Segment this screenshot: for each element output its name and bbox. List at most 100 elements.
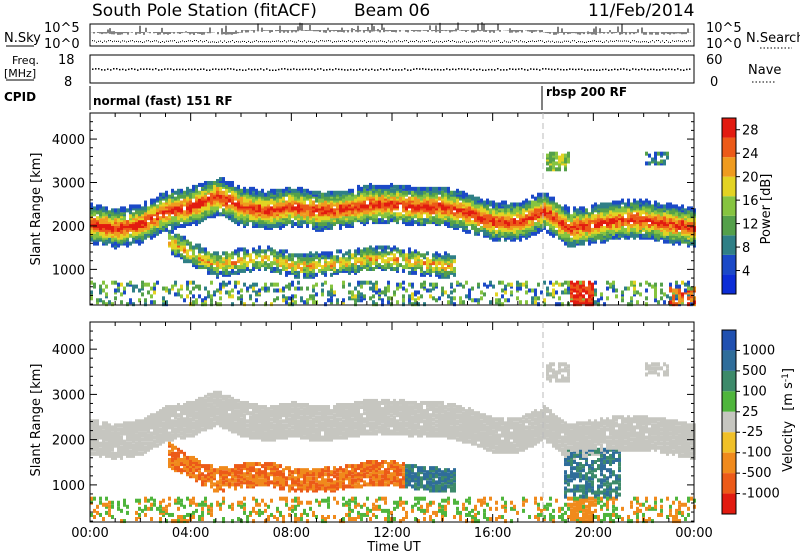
nsearch-mark <box>450 41 451 43</box>
freq-mark <box>443 69 445 71</box>
power-cell <box>312 253 315 258</box>
power-cell <box>114 208 117 213</box>
power-cell <box>252 192 255 197</box>
power-cell <box>444 290 447 295</box>
power-cell <box>576 218 579 223</box>
freq-mark <box>536 68 538 71</box>
power-cell <box>252 259 255 264</box>
nsearch-mark <box>678 40 679 42</box>
power-cell <box>459 296 462 301</box>
power-cell <box>372 300 375 305</box>
power-cell <box>501 200 504 205</box>
nsearch-mark <box>608 41 609 43</box>
power-cell <box>357 257 360 262</box>
power-cell <box>579 280 582 285</box>
power-cell <box>573 222 576 227</box>
power-cell <box>126 220 129 225</box>
power-cell <box>591 290 594 295</box>
power-cell <box>162 192 165 197</box>
power-cell <box>333 222 336 227</box>
nsearch-mark <box>632 40 633 42</box>
freq-mark <box>350 68 352 71</box>
power-cell <box>120 282 123 287</box>
power-cell <box>441 186 444 191</box>
power-cell <box>432 282 435 287</box>
freq-mark <box>311 68 313 70</box>
power-cell <box>378 204 381 209</box>
freq-mark <box>452 68 454 70</box>
power-cell <box>336 210 339 215</box>
freq-mark <box>470 69 472 71</box>
nsearch-tick-top: 10^5 <box>706 21 742 36</box>
power-cell <box>522 208 525 213</box>
power-cell <box>549 210 552 215</box>
freq-mark <box>434 68 436 71</box>
power-cell <box>273 257 276 262</box>
power-cell <box>429 288 432 293</box>
nsearch-mark <box>162 41 163 43</box>
freq-mark <box>284 68 286 70</box>
power-cell <box>255 204 258 209</box>
power-cell <box>555 167 558 172</box>
power-cell <box>492 210 495 215</box>
power-cell <box>303 253 306 258</box>
power-cell <box>621 206 624 211</box>
power-cell <box>195 222 198 227</box>
power-cell <box>534 225 537 230</box>
nsearch-mark <box>336 41 337 43</box>
power-cell <box>414 220 417 225</box>
freq-mark <box>401 69 403 71</box>
power-cell <box>147 282 150 287</box>
power-cell <box>378 184 381 189</box>
power-cell <box>348 249 351 254</box>
nsearch-mark <box>518 41 519 43</box>
power-cell <box>210 192 213 197</box>
nsearch-mark <box>194 40 195 42</box>
power-cell <box>324 200 327 205</box>
nsearch-mark <box>270 41 271 43</box>
power-cell <box>273 223 276 228</box>
power-cell <box>141 280 144 285</box>
freq-mark <box>680 69 682 71</box>
nsearch-mark <box>290 40 291 42</box>
power-cell <box>252 206 255 211</box>
power-cell <box>453 296 456 301</box>
nsearch-mark <box>148 40 149 42</box>
power-cell <box>90 202 93 207</box>
power-cell <box>252 266 255 271</box>
power-cell <box>222 280 225 285</box>
power-cell <box>366 190 369 195</box>
power-cell <box>276 222 279 227</box>
nsearch-mark <box>672 40 673 42</box>
power-cell <box>390 204 393 209</box>
power-cell <box>186 186 189 191</box>
power-cell <box>450 255 453 260</box>
nsearch-mark <box>100 40 101 42</box>
power-cell <box>234 192 237 197</box>
nsearch-mark <box>488 40 489 42</box>
power-cell <box>369 266 372 271</box>
power-cell <box>120 206 123 211</box>
power-cell <box>480 216 483 221</box>
power-cell <box>171 188 174 193</box>
nsearch-mark <box>666 40 667 42</box>
power-cell <box>255 214 258 219</box>
power-cell <box>567 223 570 228</box>
power-cell <box>315 204 318 209</box>
power-cell <box>348 290 351 295</box>
freq-mark <box>296 68 298 71</box>
nsearch-mark <box>346 41 347 43</box>
power-cell <box>171 225 174 230</box>
power-cell <box>462 225 465 230</box>
power-cell <box>219 286 222 291</box>
power-cell <box>459 202 462 207</box>
power-cell <box>342 253 345 258</box>
power-cell <box>222 177 225 182</box>
freq-mark <box>269 69 271 71</box>
nsearch-mark <box>286 41 287 43</box>
power-cell <box>237 296 240 301</box>
nsearch-mark <box>466 41 467 43</box>
power-cell <box>498 302 501 307</box>
freq-mark <box>446 68 448 70</box>
nsearch-mark <box>220 40 221 42</box>
